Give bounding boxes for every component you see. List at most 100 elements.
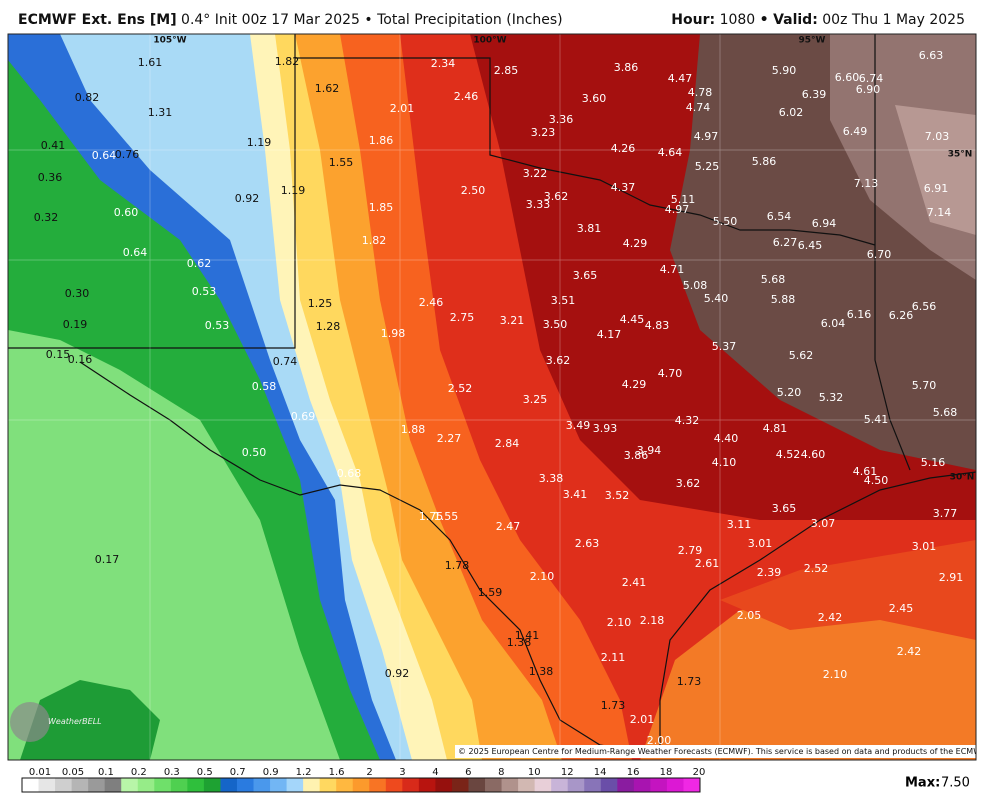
legend-swatch (303, 778, 321, 792)
precip-label: 1.61 (138, 56, 163, 69)
precip-label: 3.41 (563, 488, 588, 501)
precip-label: 3.33 (526, 198, 551, 211)
precip-label: 2.52 (804, 562, 829, 575)
hour: 1080 (719, 12, 756, 28)
precip-label: 0.62 (187, 257, 212, 270)
precip-label: 1.41 (515, 629, 540, 642)
grid (8, 34, 976, 760)
header-left: ECMWF Ext. Ens [M] 0.4° Init 00z 17 Mar … (18, 12, 563, 28)
precip-label: 0.16 (68, 353, 93, 366)
legend-swatch (170, 778, 188, 792)
legend-swatch (137, 778, 155, 792)
precip-label: 6.90 (856, 83, 881, 96)
precip-label: 6.60 (835, 71, 860, 84)
precip-label: 4.10 (712, 456, 737, 469)
precip-label: 3.21 (500, 314, 525, 327)
precip-label: 5.90 (772, 64, 797, 77)
precip-label: 3.51 (551, 294, 576, 307)
legend-swatch (567, 778, 585, 792)
precip-label: 4.50 (864, 474, 889, 487)
precip-label: 3.77 (933, 507, 958, 520)
precip-label: 1.38 (529, 665, 554, 678)
precip-label: 0.15 (46, 348, 71, 361)
precip-label: 6.70 (867, 248, 892, 261)
precip-label: 3.65 (772, 502, 797, 515)
precip-label: 0.53 (192, 285, 217, 298)
precip-label: 2.84 (495, 437, 520, 450)
precip-label: 1.75 (419, 510, 444, 523)
precip-label: 0.69 (291, 410, 316, 423)
state-border (8, 34, 296, 349)
precip-label: 4.26 (611, 142, 636, 155)
legend-tick-label: 3 (399, 767, 405, 778)
zone (720, 540, 976, 640)
legend-tick-label: 0.1 (98, 767, 114, 778)
precip-label: 6.45 (798, 239, 823, 252)
precip-label: 6.54 (767, 210, 792, 223)
legend-tick-label: 0.2 (131, 767, 147, 778)
legend-tick-label: 16 (627, 767, 640, 778)
legend-frame (21, 777, 701, 793)
graticule-label: 100°W (473, 36, 506, 46)
precip-field: WeatherBELL © 2025 European Centre for M… (8, 34, 976, 760)
precip-label: 2.01 (630, 713, 655, 726)
legend-swatch (270, 778, 288, 792)
precip-label: 0.92 (235, 192, 260, 205)
legend-swatch (617, 778, 635, 792)
precip-label: 1.73 (601, 699, 626, 712)
legend-tick-label: 10 (528, 767, 541, 778)
precip-label: 1.86 (369, 134, 394, 147)
precip-label: 7.13 (854, 177, 879, 190)
precip-label: 5.16 (921, 456, 946, 469)
legend-swatch (666, 778, 684, 792)
legend-swatch (485, 778, 503, 792)
copyright-box (455, 745, 976, 758)
precip-label: 0.64 (92, 149, 117, 162)
legend-swatch (220, 778, 238, 792)
precip-label: 1.55 (434, 510, 459, 523)
legend-swatch (55, 778, 73, 792)
precip-label: 2.18 (640, 614, 665, 627)
precip-label: 1.55 (329, 156, 354, 169)
precip-label: 2.46 (419, 296, 444, 309)
precip-label: 4.37 (611, 181, 636, 194)
precip-label: 3.65 (573, 269, 598, 282)
precip-label: 5.68 (933, 406, 958, 419)
precip-label: 2.10 (607, 616, 632, 629)
precip-label: 4.47 (668, 72, 693, 85)
precip-label: 2.50 (461, 184, 486, 197)
precip-label: 2.39 (757, 566, 782, 579)
precip-label: 3.50 (543, 318, 568, 331)
precip-label: 2.42 (818, 611, 843, 624)
precip-label: 0.60 (114, 206, 139, 219)
state-border (874, 34, 911, 471)
legend-swatch (352, 778, 370, 792)
legend-swatch (683, 778, 701, 792)
river-border (79, 361, 661, 756)
zone (640, 600, 976, 760)
precip-label: 6.74 (859, 72, 884, 85)
legend: 0.01 0.05 0.1 0.2 0.3 0.5 0.7 0.9 1.2 1.6 2 3 4 6 8 10 1… (21, 767, 705, 793)
precip-label: 0.32 (34, 211, 59, 224)
precip-label: 4.32 (675, 414, 700, 427)
precip-label: 2.34 (431, 57, 456, 70)
legend-swatch (22, 778, 40, 792)
legend-tick-label: 0.3 (164, 767, 180, 778)
legend-tick-label: 0.9 (263, 767, 279, 778)
coastline (659, 471, 976, 755)
header-right: Hour: 1080 • Valid: 00z Thu 1 May 2025 (671, 12, 965, 28)
precip-label: 5.41 (864, 413, 889, 426)
graticule-label: 30°N (950, 473, 975, 483)
precip-label: 4.29 (622, 378, 647, 391)
precip-label: 2.47 (496, 520, 521, 533)
precip-label: 3.86 (624, 449, 649, 462)
precip-label: 0.41 (41, 139, 66, 152)
legend-swatch (385, 778, 403, 792)
precip-label: 5.70 (912, 379, 937, 392)
zone (895, 105, 976, 235)
precip-label: 5.32 (819, 391, 844, 404)
precip-label: 0.92 (385, 667, 410, 680)
legend-swatch (451, 778, 469, 792)
precip-label: 4.70 (658, 367, 683, 380)
